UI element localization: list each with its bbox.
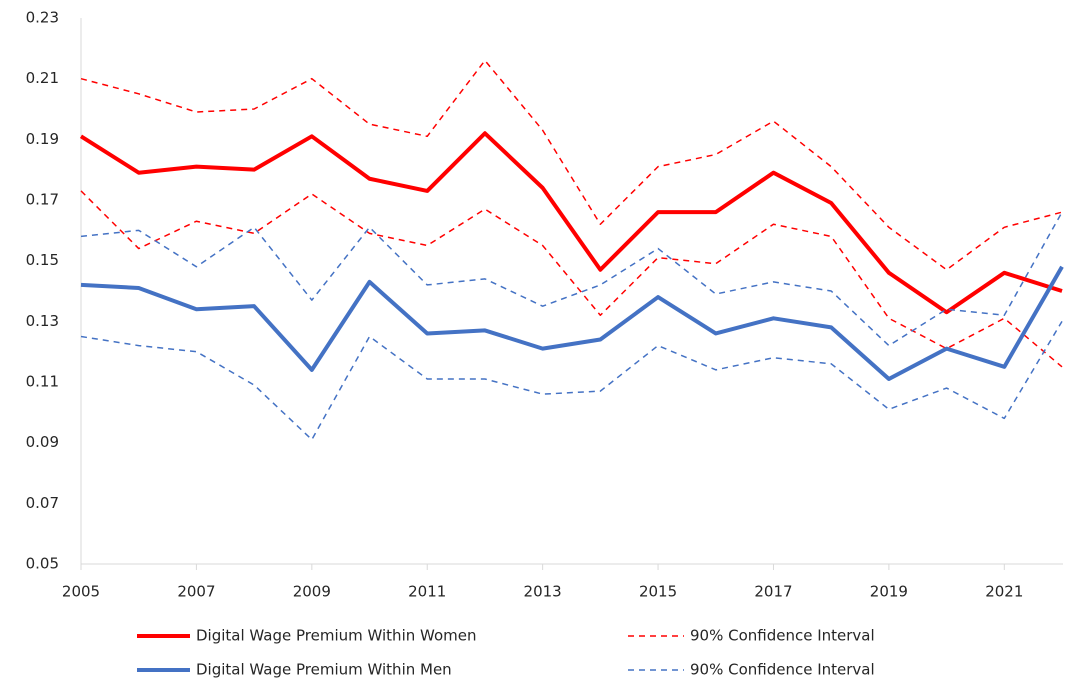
y-tick-label: 0.15 [26, 251, 59, 269]
x-tick-label: 2005 [62, 583, 100, 601]
ci-upper-line [80, 211, 1063, 347]
y-tick-label: 0.17 [26, 191, 59, 209]
y-tick-label: 0.21 [26, 69, 59, 87]
x-tick-label: 2017 [754, 583, 792, 601]
y-tick-label: 0.09 [26, 433, 59, 451]
ci-upper-line [80, 59, 1063, 271]
y-tick-label: 0.11 [26, 373, 59, 391]
x-tick-label: 2007 [177, 583, 215, 601]
y-tick-label: 0.05 [26, 555, 59, 573]
x-tick-label: 2015 [639, 583, 677, 601]
series-line [80, 265, 1064, 381]
y-tick-label: 0.23 [26, 9, 59, 27]
ci-lower-line [80, 320, 1063, 441]
y-tick-label: 0.13 [26, 312, 59, 330]
ci-lower-line [80, 190, 1063, 368]
y-tick-label: 0.19 [26, 130, 59, 148]
y-tick-label: 0.07 [26, 494, 59, 512]
legend-label: 90% Confidence Interval [690, 661, 875, 679]
legend-label: Digital Wage Premium Within Women [196, 627, 477, 645]
series-line [79, 131, 1063, 315]
legend-label: Digital Wage Premium Within Men [196, 661, 452, 679]
x-tick-label: 2019 [870, 583, 908, 601]
legend-label: 90% Confidence Interval [690, 627, 875, 645]
x-tick-label: 2011 [408, 583, 446, 601]
x-tick-label: 2009 [293, 583, 331, 601]
x-tick-label: 2021 [985, 583, 1023, 601]
x-tick-label: 2013 [524, 583, 562, 601]
